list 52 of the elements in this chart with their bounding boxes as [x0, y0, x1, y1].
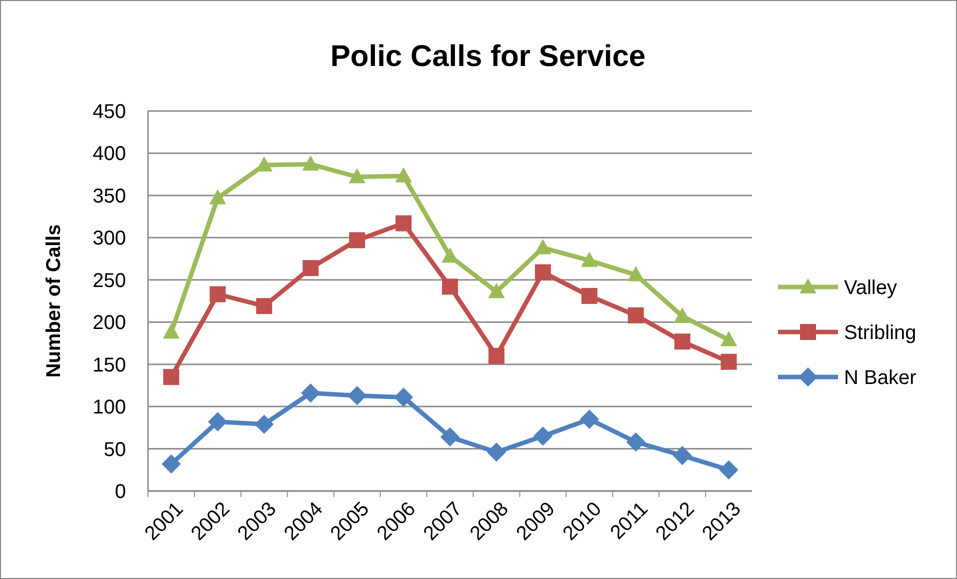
- point: [534, 264, 551, 280]
- y-tick-label: 300: [92, 228, 126, 250]
- point: [256, 298, 272, 314]
- y-tick-label: 50: [104, 438, 126, 461]
- point: [672, 446, 692, 466]
- point: [254, 414, 274, 434]
- legend-label: Valley: [844, 277, 897, 299]
- point: [628, 307, 644, 324]
- y-tick-label: 450: [92, 101, 126, 123]
- y-tick-label: 100: [92, 396, 126, 419]
- point: [396, 215, 412, 232]
- point: [720, 331, 738, 346]
- legend-label: Stribling: [844, 322, 916, 344]
- point: [347, 386, 367, 406]
- point: [581, 288, 598, 304]
- point: [626, 432, 646, 452]
- y-tick-label: 350: [92, 185, 126, 208]
- point: [580, 252, 598, 267]
- y-tick-label: 150: [92, 354, 126, 376]
- point: [349, 232, 366, 248]
- point: [533, 426, 553, 446]
- point: [394, 388, 414, 407]
- point: [210, 286, 226, 302]
- point: [486, 442, 506, 462]
- point: [302, 260, 319, 276]
- point: [488, 282, 505, 298]
- point: [395, 167, 412, 182]
- y-tick-label: 0: [114, 481, 126, 503]
- point: [302, 155, 320, 171]
- point: [674, 334, 690, 350]
- point: [162, 323, 180, 339]
- point: [440, 427, 460, 447]
- point: [488, 348, 504, 364]
- y-tick-label: 400: [92, 143, 126, 166]
- y-tick-label: 200: [92, 312, 126, 334]
- point: [348, 168, 366, 184]
- point: [627, 266, 644, 282]
- chart-title: Polic Calls for Service: [330, 40, 646, 73]
- point: [442, 278, 458, 295]
- y-axis-title: Number of Calls: [43, 224, 65, 378]
- point: [534, 239, 552, 254]
- point: [720, 354, 737, 370]
- point: [674, 307, 691, 323]
- point: [162, 454, 181, 474]
- point: [208, 412, 228, 432]
- point: [580, 410, 599, 429]
- legend-label: N Baker: [844, 367, 917, 389]
- point: [163, 369, 180, 385]
- point: [301, 383, 320, 403]
- y-tick-label: 250: [92, 270, 126, 292]
- point: [719, 460, 738, 480]
- point: [209, 189, 226, 204]
